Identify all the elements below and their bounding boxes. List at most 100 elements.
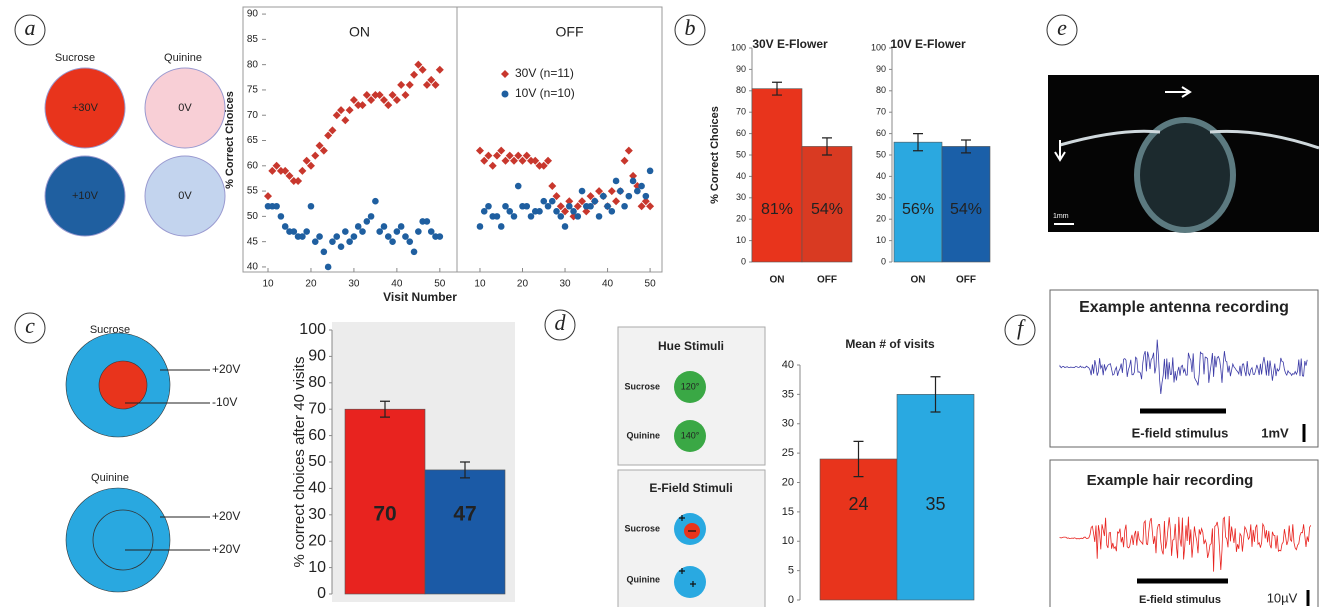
panel-label-ring (544, 309, 576, 341)
row-label: Sucrose (624, 381, 660, 391)
point (570, 208, 577, 215)
legend-label: 30V (n=11) (515, 66, 574, 80)
point (320, 248, 328, 256)
point (436, 233, 444, 240)
point (264, 192, 273, 201)
point (324, 263, 332, 271)
point (527, 213, 535, 220)
x-tick-label: 40 (602, 279, 614, 290)
point (363, 218, 371, 225)
value-label: 54% (811, 201, 843, 218)
point (493, 213, 501, 220)
point (316, 233, 323, 240)
point (315, 141, 324, 150)
y-tick-label: 60 (876, 128, 886, 138)
panel-label-ring (1004, 314, 1036, 346)
y-tick-label: 50 (876, 149, 886, 159)
x-tick-label: 50 (645, 279, 657, 290)
point (384, 101, 393, 110)
point (565, 202, 573, 210)
point (379, 96, 388, 105)
hue-disc (674, 420, 706, 452)
point (492, 151, 501, 160)
scale-label: 10µV (1267, 590, 1298, 605)
y-tick-label: 30 (308, 506, 326, 523)
x-tick-label: OFF (956, 275, 976, 286)
point (604, 202, 611, 210)
error-bar (822, 137, 832, 156)
inner-disc (98, 360, 148, 410)
y-tick-label: 70 (876, 107, 886, 117)
point (540, 197, 548, 205)
voltage-label: +20V (212, 509, 240, 523)
point (518, 156, 527, 165)
point (276, 166, 285, 175)
point (535, 161, 544, 170)
point (637, 202, 646, 211)
hue-label: 120° (681, 381, 700, 391)
y-tick-label: 10 (308, 559, 326, 576)
point (522, 151, 531, 160)
y-tick-label: 70 (308, 400, 326, 417)
point (311, 238, 319, 245)
point (553, 208, 560, 215)
point (514, 151, 523, 160)
point (514, 182, 522, 190)
column-label: Sucrose (55, 52, 95, 64)
point (362, 90, 371, 99)
y-tick-label: 80 (876, 85, 886, 95)
facet-title: ON (349, 24, 370, 40)
y-tick-label: 35 (782, 388, 794, 400)
y-tick-label: 80 (736, 85, 746, 95)
facet-title: OFF (556, 24, 584, 40)
point (415, 228, 422, 235)
point (405, 80, 414, 89)
y-tick-label: 15 (782, 506, 794, 518)
stimulus-disc (144, 155, 226, 237)
y-tick-label: 100 (731, 42, 746, 52)
stimulus-disc (144, 67, 226, 149)
hue-disc (674, 371, 706, 403)
y-tick-label: 60 (308, 427, 326, 444)
point (345, 106, 354, 115)
bar (893, 141, 943, 263)
point (608, 208, 616, 215)
y-tick-label: 90 (736, 64, 746, 74)
y-tick-label: 50 (308, 453, 326, 470)
x-tick-label: 20 (305, 279, 317, 290)
bar (819, 458, 898, 601)
point (422, 80, 431, 89)
point (329, 238, 336, 245)
y-tick-label: 50 (736, 149, 746, 159)
point (509, 156, 518, 165)
value-label: 56% (902, 201, 934, 218)
point (612, 197, 621, 206)
x-tick-label: 10 (262, 279, 274, 290)
point (350, 233, 358, 240)
point (488, 161, 497, 170)
point (272, 161, 281, 170)
point (367, 213, 375, 220)
stimulus-label: E-field stimulus (1139, 594, 1221, 606)
point (435, 65, 444, 74)
y-tick-label: 45 (247, 236, 259, 247)
trace (1059, 339, 1308, 395)
point (431, 80, 440, 89)
point (587, 202, 594, 210)
y-tick-label: 90 (308, 348, 326, 365)
point (375, 90, 384, 99)
point (544, 202, 552, 210)
y-axis-label: % Correct Choices (224, 91, 236, 189)
bar (801, 146, 853, 263)
bar (896, 394, 975, 601)
point (523, 202, 531, 210)
voltage-label: +20V (212, 542, 240, 556)
point (384, 233, 392, 240)
point (646, 202, 655, 211)
point (380, 223, 388, 230)
error-bar (913, 133, 923, 152)
point (620, 156, 629, 165)
point (638, 182, 645, 190)
y-tick-label: 20 (782, 476, 794, 488)
bar (751, 88, 803, 263)
